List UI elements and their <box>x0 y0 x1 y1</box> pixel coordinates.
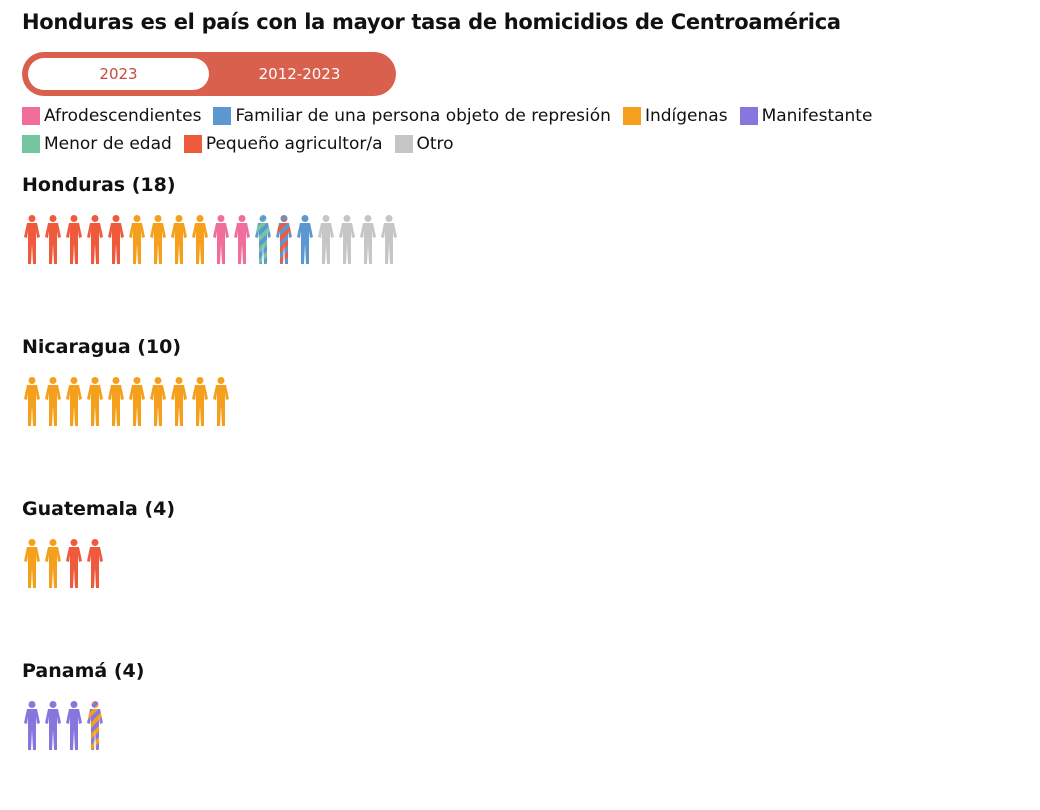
person-icon <box>213 377 229 426</box>
country-name: Guatemala (4) <box>22 498 176 520</box>
legend-item: Familiar de una persona objeto de repres… <box>213 106 611 126</box>
country-group: Honduras (18) <box>22 174 1018 316</box>
legend-label: Pequeño agricultor/a <box>205 134 383 154</box>
year-toggle[interactable]: 2023 2012-2023 <box>22 52 396 96</box>
legend-swatch <box>22 107 40 125</box>
legend-item: Afrodescendientes <box>22 106 201 126</box>
figure-row <box>22 700 1018 752</box>
toggle-2023[interactable]: 2023 <box>28 58 209 90</box>
person-icon <box>24 215 40 264</box>
legend-swatch <box>394 135 413 153</box>
person-icon <box>45 215 61 264</box>
person-icon <box>360 215 376 264</box>
person-icon <box>213 215 229 264</box>
person-icon <box>150 377 166 426</box>
legend-item: Indígenas <box>622 106 728 126</box>
person-icon <box>87 377 103 426</box>
person-icon <box>45 701 61 750</box>
person-icon <box>45 377 61 426</box>
person-icon <box>150 215 166 264</box>
person-icon <box>297 215 313 264</box>
person-icon <box>108 377 124 426</box>
legend-swatch <box>739 107 758 125</box>
legend-swatch <box>213 107 232 125</box>
country-name: Panamá (4) <box>22 660 145 682</box>
person-icon <box>234 215 250 264</box>
legend-item: Otro <box>394 134 454 154</box>
person-icon <box>192 377 208 426</box>
person-icon <box>339 215 355 264</box>
person-icon <box>192 215 208 264</box>
person-icon <box>66 539 82 588</box>
person-icon <box>381 215 397 264</box>
country-name: Nicaragua (10) <box>22 336 182 358</box>
toggle-2012-2023[interactable]: 2012-2023 <box>258 65 341 83</box>
legend-swatch <box>22 135 40 153</box>
legend-label: Otro <box>416 134 454 154</box>
country-group: Panamá (4) <box>22 660 1018 802</box>
person-icon <box>45 539 61 588</box>
legend-label: Menor de edad <box>44 134 172 154</box>
person-icon <box>24 377 40 426</box>
figure-row <box>22 538 1018 590</box>
person-icon <box>24 701 40 750</box>
legend-item: Manifestante <box>739 106 873 126</box>
person-icon <box>318 215 334 264</box>
person-icon <box>276 215 292 264</box>
person-icon <box>171 377 187 426</box>
country-group: Nicaragua (10) <box>22 336 1018 478</box>
person-icon <box>66 215 82 264</box>
person-icon <box>129 215 145 264</box>
person-icon <box>66 701 82 750</box>
page-title: Honduras es el país con la mayor tasa de… <box>22 10 841 34</box>
legend-label: Manifestante <box>761 106 873 126</box>
person-icon <box>129 377 145 426</box>
person-icon <box>24 539 40 588</box>
legend-label: Familiar de una persona objeto de repres… <box>235 106 611 126</box>
country-group: Guatemala (4) <box>22 498 1018 640</box>
person-icon <box>108 215 124 264</box>
legend-label: Indígenas <box>644 106 728 126</box>
legend-swatch <box>622 107 641 125</box>
person-icon <box>87 539 103 588</box>
person-icon <box>255 215 271 264</box>
figure-row <box>22 214 1018 266</box>
person-icon <box>66 377 82 426</box>
legend-item: Pequeño agricultor/a <box>183 134 383 154</box>
figure-row <box>22 376 1018 428</box>
legend-swatch <box>183 135 202 153</box>
person-icon <box>87 701 103 750</box>
person-icon <box>171 215 187 264</box>
country-name: Honduras (18) <box>22 174 176 196</box>
legend: Afrodescendientes Familiar de una persona… <box>22 106 1032 154</box>
legend-label: Afrodescendientes <box>44 106 202 126</box>
person-icon <box>87 215 103 264</box>
legend-item: Menor de edad <box>22 134 172 154</box>
